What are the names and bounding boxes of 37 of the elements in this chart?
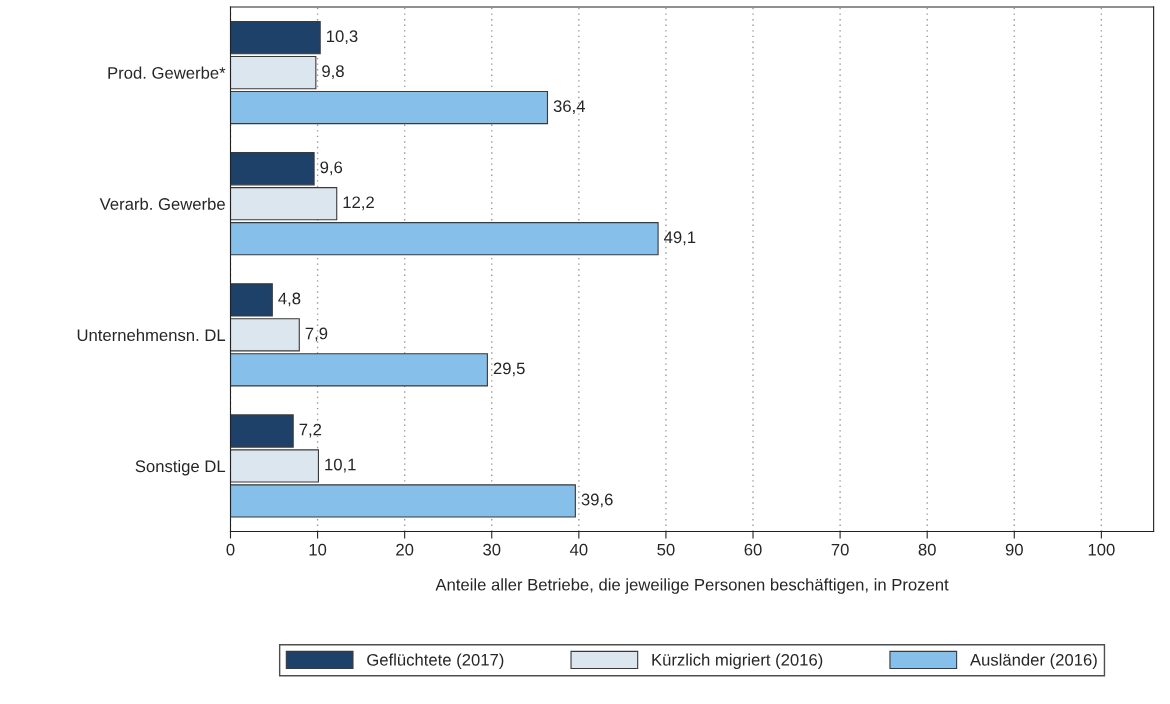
bar bbox=[230, 90, 549, 125]
data-label: 4,8 bbox=[278, 292, 301, 307]
y-tick-label: Prod. Gewerbe* bbox=[108, 66, 226, 79]
x-tick-label: 50 bbox=[657, 543, 675, 556]
x-tick-label: 40 bbox=[569, 543, 588, 556]
x-tick-label: 100 bbox=[1088, 543, 1115, 556]
y-tick-label: Sonstige DL bbox=[135, 459, 226, 476]
bar bbox=[230, 222, 659, 256]
data-label: 7,2 bbox=[299, 423, 322, 438]
data-label: 36,4 bbox=[553, 100, 585, 115]
bar bbox=[230, 152, 315, 186]
legend-label: Kürzlich migriert (2016) bbox=[652, 653, 823, 670]
data-label: 39,6 bbox=[581, 493, 613, 508]
x-tick-label: 80 bbox=[918, 543, 936, 556]
x-tick-label: 60 bbox=[744, 543, 762, 556]
x-tick-label: 20 bbox=[396, 543, 414, 556]
x-tick-label: 0 bbox=[226, 543, 235, 556]
x-tick-label: 30 bbox=[483, 543, 501, 556]
y-tick-label: Verarb. Gewerbe bbox=[99, 197, 225, 210]
bar bbox=[230, 187, 338, 221]
data-label: 29,5 bbox=[493, 362, 525, 377]
data-label: 9,6 bbox=[320, 161, 343, 176]
legend-label: Geflüchtete (2017) bbox=[367, 653, 504, 670]
data-label: 9,8 bbox=[322, 65, 344, 80]
x-tick-label: 70 bbox=[831, 543, 849, 556]
x-tick-label: 10 bbox=[309, 543, 327, 556]
data-label: 10,3 bbox=[327, 30, 358, 45]
bar bbox=[230, 55, 317, 90]
data-label: 49,1 bbox=[664, 231, 696, 246]
data-label: 12,2 bbox=[343, 196, 374, 211]
data-label: 10,1 bbox=[325, 458, 356, 473]
x-tick-label: 90 bbox=[1005, 543, 1023, 556]
bar bbox=[230, 20, 321, 55]
x-axis-title: Anteile aller Betriebe, die jeweilige Personen beschäftigen, in Prozent bbox=[435, 578, 949, 594]
y-tick-label: Unternehmensn. DL bbox=[77, 328, 226, 342]
legend-label: Ausländer (2016) bbox=[969, 653, 1097, 670]
data-label: 7,9 bbox=[305, 327, 328, 342]
